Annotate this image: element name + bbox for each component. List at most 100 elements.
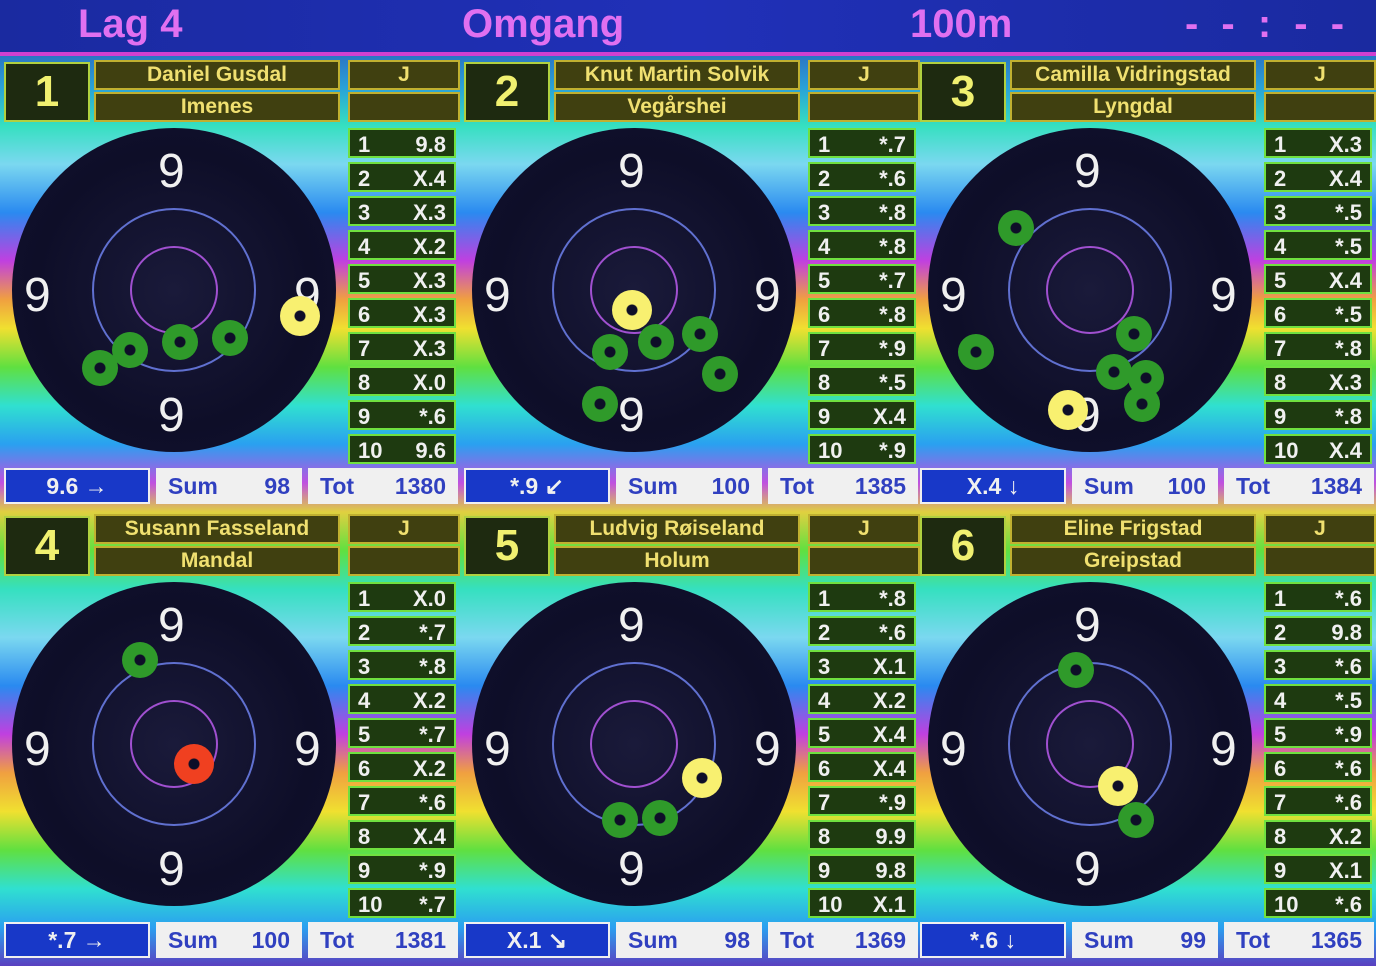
ring-digit: 9 [158,599,185,652]
shooter-club: Vegårshei [554,92,800,122]
total-box: Tot 1385 [768,468,918,504]
shot-score: *.5 [1335,302,1362,327]
shot-row: 2 X.4 [1264,162,1372,192]
shot-index: 8 [1274,370,1287,395]
ring-digit: 9 [1210,723,1237,776]
class-blank [1264,92,1376,122]
shot-row: 1 X.0 [348,582,456,612]
shot-row: 4 *.5 [1264,684,1372,714]
shot-score: *.5 [1335,234,1362,259]
ring-digit: 9 [158,389,185,442]
shot-index: 3 [818,654,831,679]
shooter-club: Holum [554,546,800,576]
shot-row: 5 X.4 [808,718,916,748]
shot-score: X.4 [1328,166,1362,191]
shot-score: *.7 [419,722,446,747]
shot-hole [1118,802,1154,838]
shot-score: 9.8 [875,858,906,883]
shot-index: 4 [358,688,371,713]
shot-score: X.2 [412,234,446,259]
shot-index: 10 [358,892,383,917]
series-sum-box: Sum 99 [1072,922,1218,958]
shot-hole [212,320,248,356]
target-ring-inner [130,246,218,334]
ring-digit: 9 [1074,145,1101,198]
shot-row: 10 9.6 [348,434,456,464]
shot-hole [602,802,638,838]
shot-score: *.8 [419,654,446,679]
shot-hole [682,758,722,798]
shot-index: 8 [358,824,371,849]
shot-row: 10 *.6 [1264,888,1372,918]
shot-score: *.9 [1335,722,1362,747]
ring-digit: 9 [158,145,185,198]
last-shot-box: X.1 ↘ [464,922,610,958]
shot-row: 1 *.7 [808,128,916,158]
ring-digit: 9 [754,269,781,322]
shot-row: 5 *.7 [348,718,456,748]
shot-index: 9 [1274,404,1287,429]
shot-row: 7 *.6 [348,786,456,816]
target-face: 9 9 9 9 [928,128,1252,452]
shot-hole [612,290,652,330]
shot-hole [82,350,118,386]
lane-number: 2 [464,62,550,122]
shot-score: *.8 [879,234,906,259]
shot-score: *.9 [879,790,906,815]
shot-row: 6 *.6 [1264,752,1372,782]
shot-row: 4 *.5 [1264,230,1372,260]
shooter-class: J [348,60,460,90]
shot-index: 2 [818,166,831,191]
shot-hole [998,210,1034,246]
shot-index: 4 [358,234,371,259]
target-face: 9 9 9 9 [12,582,336,906]
lane-panel: 3 Camilla Vidringstad Lyngdal J 9 9 9 9 1 X… [918,58,1376,510]
class-blank [348,92,460,122]
total-label: Tot [1236,927,1271,953]
shot-index: 10 [818,892,843,917]
class-blank [808,92,920,122]
last-shot-box: *.6 ↓ [920,922,1066,958]
shot-score: X.0 [412,370,446,395]
shot-hole [1096,354,1132,390]
ring-digit: 9 [940,723,967,776]
shot-hole [162,324,198,360]
lane-panel: 4 Susann Fasseland Mandal J 9 9 9 9 1 X.0 2… [2,512,460,964]
distance-label: 100m [910,2,1013,46]
shot-score: X.1 [872,892,906,917]
shot-index: 4 [818,688,831,713]
shot-row: 8 X.3 [1264,366,1372,396]
total-box: Tot 1384 [1224,468,1374,504]
shot-list: 1 9.8 2 X.4 3 X.3 4 X.2 5 X.3 6 X.3 7 X.… [348,128,456,468]
shot-index: 9 [818,858,831,883]
shot-row: 4 X.2 [348,230,456,260]
shot-row: 3 *.8 [808,196,916,226]
shot-list: 1 X.0 2 *.7 3 *.8 4 X.2 5 *.7 6 X.2 7 *.… [348,582,456,922]
shot-index: 9 [358,404,371,429]
shot-score: *.5 [879,370,906,395]
shooter-name: Eline Frigstad [1010,514,1256,544]
shot-index: 1 [358,586,371,611]
shot-row: 7 *.9 [808,332,916,362]
shot-row: 9 *.9 [348,854,456,884]
shot-index: 7 [358,790,371,815]
shot-row: 4 *.8 [808,230,916,260]
ring-digit: 9 [618,145,645,198]
shot-row: 5 X.4 [1264,264,1372,294]
shooter-class: J [1264,60,1376,90]
shot-row: 4 X.2 [348,684,456,714]
class-blank [1264,546,1376,576]
shot-score: *.8 [879,302,906,327]
sum-label: Sum [168,473,218,499]
shot-index: 5 [358,268,371,293]
shot-index: 10 [1274,892,1299,917]
shot-index: 2 [1274,620,1287,645]
sum-value: 100 [251,927,290,953]
shot-score: *.9 [879,438,906,463]
target-face: 9 9 9 9 [12,128,336,452]
shot-score: X.2 [1328,824,1362,849]
shot-index: 2 [1274,166,1287,191]
shooter-club: Greipstad [1010,546,1256,576]
lane-number: 4 [4,516,90,576]
target-face: 9 9 9 9 [472,128,796,452]
